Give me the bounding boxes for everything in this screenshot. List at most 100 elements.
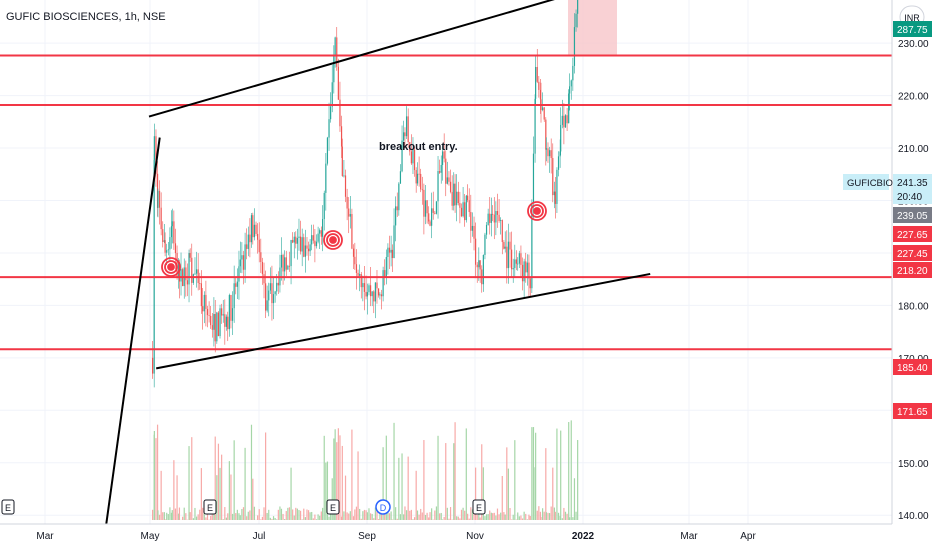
candle-body (562, 116, 563, 125)
candle-body (282, 255, 283, 272)
candle-body (161, 208, 162, 229)
volume-bar (545, 448, 546, 520)
candle-body (572, 66, 573, 80)
volume-bar (565, 512, 566, 520)
volume-bar (281, 509, 282, 520)
volume-bar (571, 420, 572, 520)
candle-body (191, 258, 192, 283)
volume-bar (173, 460, 174, 520)
volume-bar (547, 513, 548, 520)
candle-body (538, 82, 539, 90)
candle-body (475, 239, 476, 265)
candle-body (439, 171, 440, 173)
volume-bar (425, 515, 426, 520)
volume-bar (397, 519, 398, 520)
volume-bar (520, 516, 521, 520)
candle-body (556, 170, 557, 204)
volume-bar (305, 517, 306, 520)
candle-body (565, 115, 566, 127)
volume-bar (488, 514, 489, 520)
volume-bar (188, 446, 189, 520)
candle-body (365, 292, 366, 297)
volume-bar (226, 518, 227, 520)
candle-body (546, 148, 547, 149)
candle-body (516, 259, 517, 263)
candle-body (319, 230, 320, 233)
candle-body (448, 177, 449, 181)
candle-body (403, 132, 404, 140)
candle-body (392, 250, 393, 258)
candle-body (322, 219, 323, 237)
volume-bar (279, 506, 280, 520)
candle-body (318, 234, 319, 242)
candle-body (398, 184, 399, 211)
candle-body (254, 225, 255, 237)
volume-bar (522, 518, 523, 520)
candle-body (508, 242, 509, 268)
candle-body (251, 215, 252, 242)
volume-bar (422, 512, 423, 520)
candle-body (347, 197, 348, 209)
volume-bar (461, 510, 462, 520)
volume-bar (263, 507, 264, 520)
price-label-countdown: 20:40 (897, 192, 922, 203)
volume-bar (555, 512, 556, 520)
volume-bar (267, 513, 268, 520)
time-tick-label: Jul (253, 531, 266, 542)
candle-body (511, 250, 512, 270)
volume-bar (316, 519, 317, 520)
candle-body (574, 27, 575, 66)
volume-bar (164, 512, 165, 520)
candle-body (522, 265, 523, 281)
candle-body (215, 314, 216, 341)
volume-bar (498, 514, 499, 520)
volume-bar (246, 516, 247, 520)
candle-body (201, 283, 202, 306)
candle-body (357, 273, 358, 276)
volume-bar (391, 511, 392, 520)
candle-body (386, 257, 387, 278)
candle-body (492, 214, 493, 215)
candle-body (477, 265, 478, 268)
candle-body (157, 191, 158, 208)
volume-bar (453, 443, 454, 520)
candle-body (373, 291, 374, 301)
candle-body (286, 257, 287, 269)
volume-bar (495, 516, 496, 520)
candle-body (229, 295, 230, 329)
volume-bar (278, 510, 279, 520)
candle-body (364, 283, 365, 292)
candle-body (425, 200, 426, 216)
volume-bar (533, 427, 534, 520)
candle-body (535, 67, 536, 99)
candle-body (506, 247, 507, 268)
time-scale (0, 524, 892, 550)
candle-body (411, 151, 412, 163)
price-label-level-3-text: 218.20 (897, 266, 928, 277)
candle-body (237, 282, 238, 287)
volume-bar (575, 512, 576, 520)
candle-body (238, 266, 239, 281)
candle-body (284, 257, 285, 271)
candle-body (458, 192, 459, 203)
candle-body (224, 314, 225, 327)
volume-bar (577, 440, 578, 520)
candle-body (257, 234, 258, 240)
volume-bar (273, 516, 274, 520)
volume-bar (444, 517, 445, 520)
volume-bar (260, 519, 261, 520)
candle-body (252, 215, 253, 237)
volume-bar (505, 514, 506, 520)
volume-bar (270, 518, 271, 520)
price-label-target: 287.75 (893, 21, 932, 37)
candle-body (498, 215, 499, 221)
event-marker-label: E (330, 503, 336, 513)
candle-body (159, 191, 160, 208)
volume-bar (420, 509, 421, 520)
volume-bar (169, 507, 170, 520)
candle-body (202, 306, 203, 311)
candle-body (209, 315, 210, 316)
trendline (106, 138, 160, 526)
volume-bar (240, 515, 241, 520)
candle-body (348, 209, 349, 217)
